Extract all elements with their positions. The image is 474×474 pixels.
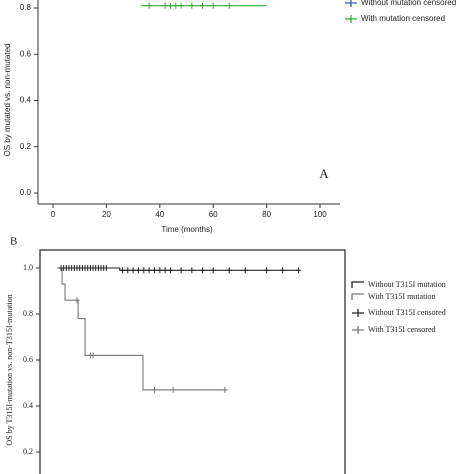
legend-label: Without T315I mutation (368, 280, 446, 289)
censor-mark (222, 386, 228, 393)
censor-mark (178, 267, 184, 274)
censor-mark (103, 265, 109, 271)
censor-mark (146, 2, 152, 9)
censor-mark (189, 2, 195, 9)
x-tick-label: 80 (262, 210, 271, 219)
censor-mark (200, 267, 206, 274)
censor-mark (146, 267, 152, 274)
x-tick-label: 0 (51, 210, 56, 219)
legend-label: With T315I mutation (368, 292, 436, 301)
y-axis-label: OS by T315I-mutation vs. non-T315I-mutat… (5, 294, 14, 445)
censor-mark (130, 267, 136, 274)
censor-mark (296, 267, 302, 274)
censor-mark (210, 267, 216, 274)
censor-mark (151, 267, 157, 274)
legend-label: Without mutation censored (361, 0, 456, 7)
censor-mark (151, 386, 157, 393)
y-tick-label: 0.6 (20, 49, 32, 58)
censor-mark (264, 267, 270, 274)
y-axis-label: OS by mutated vs. non-mutated (3, 44, 12, 157)
censor-mark (170, 386, 176, 393)
survival-curve (57, 267, 225, 391)
y-tick-label: 0.8 (20, 3, 32, 12)
censor-mark (226, 267, 232, 274)
x-tick-label: 60 (209, 210, 218, 219)
legend-symbol (351, 281, 364, 288)
y-tick-label: 0.4 (20, 96, 32, 105)
x-tick-label: 40 (155, 210, 164, 219)
censor-mark (157, 267, 163, 274)
plot-frame (39, 249, 346, 474)
censor-mark (167, 267, 173, 274)
censor-mark (226, 2, 232, 9)
censor-mark (280, 267, 286, 274)
panel-a: Time (months) OS by mutated vs. non-muta… (3, 0, 456, 234)
censor-mark (162, 267, 168, 274)
censor-mark (162, 2, 168, 9)
panel-letter: B (10, 236, 17, 248)
x-tick-label: 20 (102, 210, 111, 219)
y-tick-label: 0.2 (23, 447, 33, 456)
legend-symbol (352, 326, 364, 334)
censor-mark (167, 2, 173, 9)
legend-symbol (345, 0, 357, 7)
legend-label: Without T315I censored (368, 308, 446, 317)
censor-mark (242, 267, 248, 274)
legend-label: With mutation censored (361, 14, 445, 23)
legend-symbol (352, 309, 364, 317)
y-tick-label: 1.0 (23, 263, 33, 272)
panel-letter: A (319, 166, 329, 181)
censor-mark (178, 2, 184, 9)
legend-symbol (351, 293, 364, 300)
censor-mark (135, 267, 141, 274)
panel-b: B OS by T315I-mutation vs. non-T315I-mut… (5, 236, 446, 474)
legend-symbol (345, 15, 357, 23)
censor-mark (189, 267, 195, 274)
censor-mark (210, 2, 216, 9)
legend-label: With T315I censored (368, 325, 436, 334)
censor-mark (90, 352, 96, 359)
censor-mark (125, 267, 131, 274)
y-tick-label: 0.8 (23, 309, 33, 318)
y-tick-label: 0.4 (23, 401, 33, 410)
y-tick-label: 0.2 (20, 142, 32, 151)
censor-mark (141, 267, 147, 274)
censor-mark (173, 2, 179, 9)
censor-mark (119, 267, 125, 274)
censor-mark (200, 2, 206, 9)
y-tick-label: 0.6 (23, 355, 33, 364)
x-tick-label: 100 (313, 210, 327, 219)
x-axis-label: Time (months) (161, 225, 213, 234)
censor-mark (74, 297, 80, 304)
y-tick-label: 0.0 (20, 188, 32, 197)
